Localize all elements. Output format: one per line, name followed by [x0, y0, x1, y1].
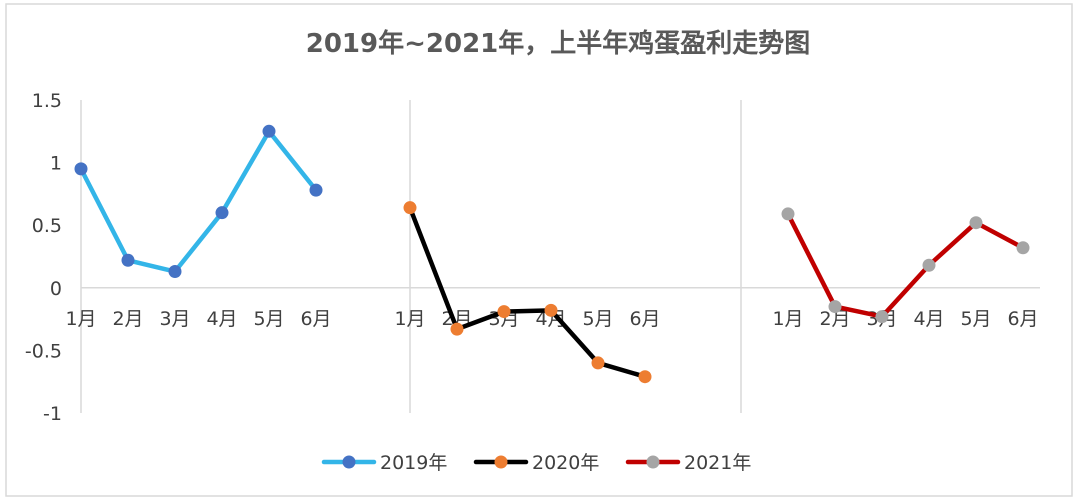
data-point	[544, 303, 558, 317]
legend-label: 2021年	[684, 452, 751, 474]
y-tick-label: 1.5	[32, 90, 62, 112]
data-point	[215, 206, 229, 220]
data-point	[450, 322, 464, 336]
series-line	[78, 129, 319, 274]
data-point	[969, 216, 983, 230]
data-point	[309, 183, 323, 197]
data-point	[1016, 241, 1030, 255]
legend-marker	[494, 455, 508, 469]
y-tick-label: -0.5	[25, 340, 62, 362]
y-tick-label: 0	[50, 278, 62, 300]
x-tick-label: 2月	[112, 308, 143, 330]
x-tick-label: 1月	[772, 308, 803, 330]
x-tick-label: 6月	[629, 308, 660, 330]
data-point	[121, 253, 135, 267]
x-tick-label: 4月	[913, 308, 944, 330]
data-point	[591, 356, 605, 370]
y-tick-label: 1	[50, 153, 62, 175]
data-point	[638, 370, 652, 384]
y-tick-label: -1	[43, 403, 62, 425]
data-point	[74, 162, 88, 176]
x-tick-label: 4月	[535, 308, 566, 330]
data-point	[875, 310, 889, 324]
data-point	[828, 300, 842, 314]
data-point	[922, 258, 936, 272]
x-tick-label: 5月	[960, 308, 991, 330]
x-tick-label: 6月	[1007, 308, 1038, 330]
series-line	[407, 205, 648, 379]
chart-title: 2019年~2021年，上半年鸡蛋盈利走势图	[306, 28, 811, 59]
chart-border	[5, 3, 1073, 497]
legend: 2019年 2020年 2021年	[321, 452, 751, 474]
x-tick-label: 5月	[253, 308, 284, 330]
x-tick-label: 1月	[394, 308, 425, 330]
legend-label: 2019年	[380, 452, 447, 474]
data-point	[781, 207, 795, 221]
x-tick-label: 2月	[819, 308, 850, 330]
y-tick-label: 0.5	[32, 215, 62, 237]
x-tick-label: 3月	[159, 308, 190, 330]
x-tick-label: 4月	[206, 308, 237, 330]
legend-marker	[342, 455, 356, 469]
data-point	[168, 265, 182, 279]
legend-label: 2020年	[532, 452, 599, 474]
data-point	[497, 305, 511, 319]
x-tick-label: 1月	[65, 308, 96, 330]
series-line	[785, 211, 1026, 319]
data-point	[403, 201, 417, 215]
x-tick-label: 6月	[300, 308, 331, 330]
legend-marker	[646, 455, 660, 469]
x-tick-label: 5月	[582, 308, 613, 330]
marks-group	[74, 124, 1030, 384]
data-point	[262, 124, 276, 138]
